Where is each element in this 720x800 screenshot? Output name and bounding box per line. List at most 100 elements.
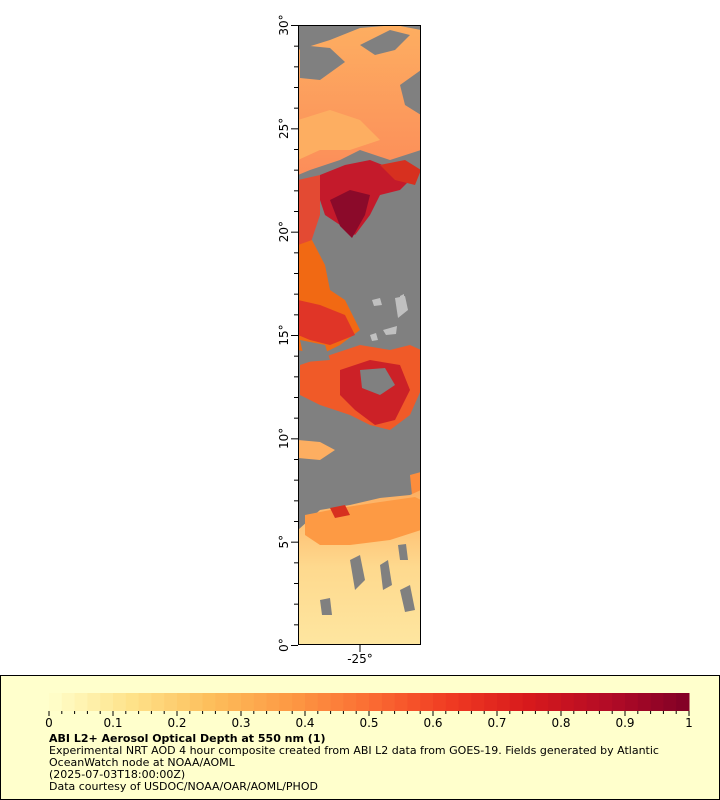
colorbar-cell	[509, 693, 524, 711]
aod-plume-dark	[330, 190, 370, 238]
aod-central-grey-hole	[360, 368, 395, 395]
colorbar-tick-label: 0.1	[103, 716, 122, 730]
legend-description: Experimental NRT AOD 4 hour composite cr…	[49, 744, 659, 769]
aod-north-grey-patch-2	[360, 30, 410, 55]
colorbar-cell	[573, 693, 588, 711]
colorbar-cell	[356, 693, 370, 711]
legend-date: (2025-07-03T18:00:00Z)	[49, 768, 186, 781]
colorbar-cell	[253, 693, 268, 711]
aod-south-red-specks	[330, 505, 350, 518]
colorbar-tick-label: 0.2	[167, 716, 186, 730]
colorbar-tick-label: 0.7	[487, 716, 506, 730]
island-2	[370, 333, 378, 341]
aod-small-patch	[298, 440, 335, 460]
colorbar-cells	[49, 693, 690, 711]
colorbar-cell	[484, 693, 498, 711]
colorbar-cell	[202, 693, 216, 711]
map-area	[298, 25, 421, 645]
island-4	[372, 298, 382, 306]
lat-tick-label: 10°	[277, 428, 291, 449]
lat-tick-label: 20°	[277, 221, 291, 242]
colorbar-cell	[586, 693, 600, 711]
colorbar-tick-label: 0.6	[423, 716, 442, 730]
colorbar-cell	[138, 693, 152, 711]
colorbar-tick-label: 0.3	[231, 716, 250, 730]
colorbar-cell	[292, 693, 306, 711]
colorbar-cell	[625, 693, 639, 711]
colorbar-ticks: 0 0.1 0.2 0.3 0.4 0.5 0.6 0.7 0.8 0.9 1	[45, 711, 693, 730]
aod-plume-edge	[298, 175, 320, 250]
colorbar-cell	[305, 693, 319, 711]
colorbar-cell	[113, 693, 127, 711]
legend-title: ABI L2+ Aerosol Optical Depth at 550 nm …	[49, 732, 326, 745]
colorbar-cell	[407, 693, 421, 711]
colorbar-tick-label: 0.9	[615, 716, 634, 730]
colorbar-cell	[445, 693, 460, 711]
lat-tick-label: 15°	[277, 324, 291, 345]
colorbar-cell	[433, 693, 447, 711]
colorbar-cell	[394, 693, 408, 711]
colorbar-cell	[612, 693, 626, 711]
map-figure: 0° 5° 10° 15° 20° 25° 30° -25°	[277, 14, 421, 666]
colorbar-cell	[125, 693, 140, 711]
colorbar-cell	[189, 693, 204, 711]
colorbar-cell	[497, 693, 511, 711]
legend-panel: 0 0.1 0.2 0.3 0.4 0.5 0.6 0.7 0.8 0.9 1 ABI L2+ Ae…	[0, 675, 720, 800]
colorbar-cell	[87, 693, 101, 711]
colorbar-tick-label: 1	[685, 716, 693, 730]
aod-small-patch-2	[410, 472, 421, 495]
colorbar-cell	[381, 693, 396, 711]
colorbar-cell	[637, 693, 652, 711]
colorbar-tick-label: 0.4	[295, 716, 314, 730]
colorbar-cell	[420, 693, 434, 711]
colorbar-cell	[535, 693, 549, 711]
colorbar-cell	[241, 693, 255, 711]
island-1	[395, 296, 408, 318]
colorbar-cell	[650, 693, 664, 711]
colorbar-cell	[100, 693, 114, 711]
aod-south-grey-specks	[320, 544, 415, 615]
colorbar-cell	[279, 693, 293, 711]
island-5	[400, 294, 404, 301]
aod-west-red	[298, 300, 355, 345]
colorbar-cell	[49, 693, 63, 711]
aod-north-patch	[298, 110, 380, 160]
colorbar-cell	[548, 693, 562, 711]
aod-north-grey-patch	[300, 45, 345, 80]
colorbar-cell	[561, 693, 575, 711]
aod-plume-tail	[380, 160, 421, 185]
aod-south-orange	[305, 497, 421, 545]
island-3	[383, 326, 397, 335]
colorbar-cell	[266, 693, 280, 711]
lat-tick-label: 0°	[277, 638, 291, 652]
colorbar-cell	[522, 693, 536, 711]
colorbar-cell	[599, 693, 613, 711]
colorbar-cell	[471, 693, 485, 711]
colorbar-cell	[663, 693, 677, 711]
colorbar-cell	[228, 693, 242, 711]
colorbar-cell	[676, 693, 690, 711]
colorbar-cell	[343, 693, 357, 711]
colorbar-cell	[177, 693, 191, 711]
lat-tick-label: 30°	[277, 14, 291, 35]
lat-tick-label: 5°	[277, 535, 291, 549]
latitude-axis: 0° 5° 10° 15° 20° 25° 30°	[277, 14, 298, 652]
map-frame	[298, 25, 421, 645]
colorbar-cell	[151, 693, 165, 711]
colorbar-tick-label: 0.8	[551, 716, 570, 730]
colorbar-cell	[61, 693, 76, 711]
aod-central-grey-hole-2	[300, 340, 330, 362]
colorbar-tick-label: 0.5	[359, 716, 378, 730]
colorbar-tick-label: 0	[45, 716, 53, 730]
colorbar-cell	[164, 693, 178, 711]
colorbar-cell	[74, 693, 88, 711]
colorbar-cell	[215, 693, 229, 711]
colorbar-cell	[330, 693, 344, 711]
colorbar: 0 0.1 0.2 0.3 0.4 0.5 0.6 0.7 0.8 0.9 1	[45, 693, 693, 730]
longitude-label: -25°	[347, 652, 373, 666]
colorbar-cell	[369, 693, 383, 711]
legend-credit: Data courtesy of USDOC/NOAA/OAR/AOML/PHO…	[49, 780, 318, 793]
colorbar-cell	[317, 693, 332, 711]
colorbar-cell	[458, 693, 472, 711]
lat-tick-label: 25°	[277, 118, 291, 139]
